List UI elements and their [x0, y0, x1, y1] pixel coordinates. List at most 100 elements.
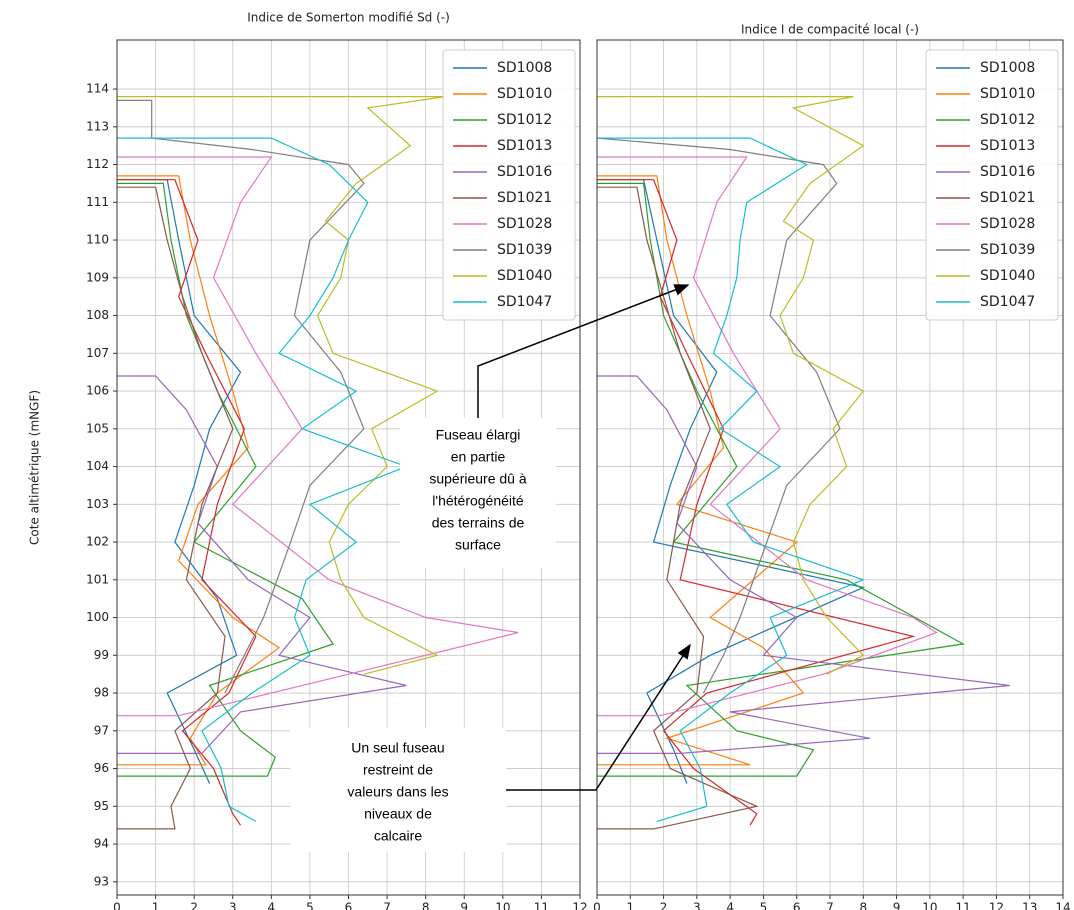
x-tick-label: 14 [1055, 901, 1070, 910]
legend-label: SD1047 [980, 294, 1035, 310]
x-tick-label: 4 [268, 901, 276, 910]
annotation-box [290, 728, 506, 852]
legend-label: SD1040 [497, 268, 552, 284]
annotation-text: supérieure dû à [429, 471, 527, 487]
legend-label: SD1016 [497, 164, 552, 180]
x-tick-label: 9 [893, 901, 901, 910]
legend-label: SD1012 [980, 112, 1035, 128]
data-line [597, 137, 866, 822]
y-tick-label: 110 [86, 233, 109, 247]
annotation-text: en partie [451, 449, 506, 465]
annotation-text: Un seul fuseau [351, 740, 444, 756]
y-axis-label: Cote altimétrique (mNGF) [28, 390, 42, 545]
x-tick-label: 11 [956, 901, 971, 910]
data-line [596, 137, 841, 694]
x-tick-label: 6 [793, 901, 801, 910]
y-tick-label: 114 [86, 82, 109, 96]
x-tick-label: 8 [859, 901, 867, 910]
legend-label: SD1016 [980, 164, 1035, 180]
y-tick-label: 111 [86, 195, 109, 209]
annotation-text: restreint de [363, 762, 433, 778]
legend-label: SD1010 [497, 86, 552, 102]
y-tick-label: 100 [86, 610, 109, 624]
legend-label: SD1012 [497, 112, 552, 128]
legend-label: SD1013 [497, 138, 552, 154]
y-tick-label: 99 [94, 648, 109, 662]
y-tick-label: 94 [94, 837, 109, 851]
y-tick-label: 96 [94, 761, 109, 775]
y-tick-label: 107 [86, 346, 109, 360]
legend-label: SD1008 [980, 60, 1035, 76]
legend-label: SD1028 [980, 216, 1035, 232]
x-tick-label: 12 [572, 901, 587, 910]
annotation-arrow [477, 284, 690, 418]
x-tick-label: 6 [345, 901, 353, 910]
chart-title: Indice de Somerton modifié Sd (-) [247, 11, 450, 25]
y-tick-label: 108 [86, 308, 109, 322]
x-tick-label: 10 [495, 901, 510, 910]
annotation-text: calcaire [374, 828, 422, 844]
axes-frame [116, 39, 581, 896]
y-tick-label: 104 [86, 459, 109, 473]
x-tick-label: 0 [593, 901, 601, 910]
annotation-text: surface [455, 537, 501, 553]
data-line [597, 186, 759, 830]
y-tick-label: 105 [86, 421, 109, 435]
legend-label: SD1039 [497, 242, 552, 258]
legend-box [442, 49, 576, 321]
legend-label: SD1028 [497, 216, 552, 232]
y-tick-label: 97 [94, 723, 109, 737]
x-tick-label: 8 [422, 901, 430, 910]
data-line [117, 99, 365, 694]
x-tick-label: 3 [693, 901, 701, 910]
x-tick-label: 7 [383, 901, 391, 910]
annotations: Fuseau élargi en partie supérieure dû à l'h… [290, 284, 691, 852]
x-tick-label: 9 [460, 901, 468, 910]
data-line [117, 179, 242, 784]
data-line [597, 175, 805, 766]
annotation-text: l'hétérogénéité [432, 493, 524, 509]
data-line [117, 375, 407, 754]
data-line [597, 96, 865, 675]
legend-label: SD1021 [497, 190, 552, 206]
y-tick-label: 113 [86, 119, 109, 133]
y-tick-label: 93 [94, 874, 109, 888]
x-tick-label: 5 [306, 901, 314, 910]
legend-label: SD1013 [980, 138, 1035, 154]
y-tick-label: 102 [86, 535, 109, 549]
legend-label: SD1010 [980, 86, 1035, 102]
legend-box [925, 49, 1059, 321]
data-line [597, 156, 938, 717]
data-line [597, 179, 866, 784]
annotation-text: Fuseau élargi [436, 427, 521, 443]
data-line [117, 179, 257, 826]
x-tick-label: 5 [760, 901, 768, 910]
x-tick-label: 0 [113, 901, 121, 910]
data-line [117, 96, 446, 675]
data-line [117, 156, 519, 717]
x-tick-label: 10 [922, 901, 937, 910]
x-tick-label: 1 [152, 901, 160, 910]
x-tick-label: 4 [726, 901, 734, 910]
annotation-text: des terrains de [432, 515, 525, 531]
y-tick-label: 106 [86, 384, 109, 398]
chart-title: Indice I de compacité local (-) [741, 23, 919, 37]
x-tick-label: 3 [229, 901, 237, 910]
y-tick-label: 101 [86, 572, 109, 586]
x-tick-label: 7 [826, 901, 834, 910]
annotation-text: niveaux de [364, 806, 432, 822]
x-tick-label: 12 [989, 901, 1004, 910]
data-line [117, 182, 335, 777]
axes-frame [596, 39, 1064, 896]
annotation-text: valeurs dans les [347, 784, 448, 800]
y-tick-label: 109 [86, 270, 109, 284]
legend-label: SD1040 [980, 268, 1035, 284]
x-tick-label: 11 [534, 901, 549, 910]
x-tick-label: 2 [190, 901, 198, 910]
data-line [597, 179, 916, 826]
legend-label: SD1039 [980, 242, 1035, 258]
y-tick-label: 95 [94, 799, 109, 813]
legend-label: SD1021 [980, 190, 1035, 206]
data-line [597, 375, 1010, 754]
